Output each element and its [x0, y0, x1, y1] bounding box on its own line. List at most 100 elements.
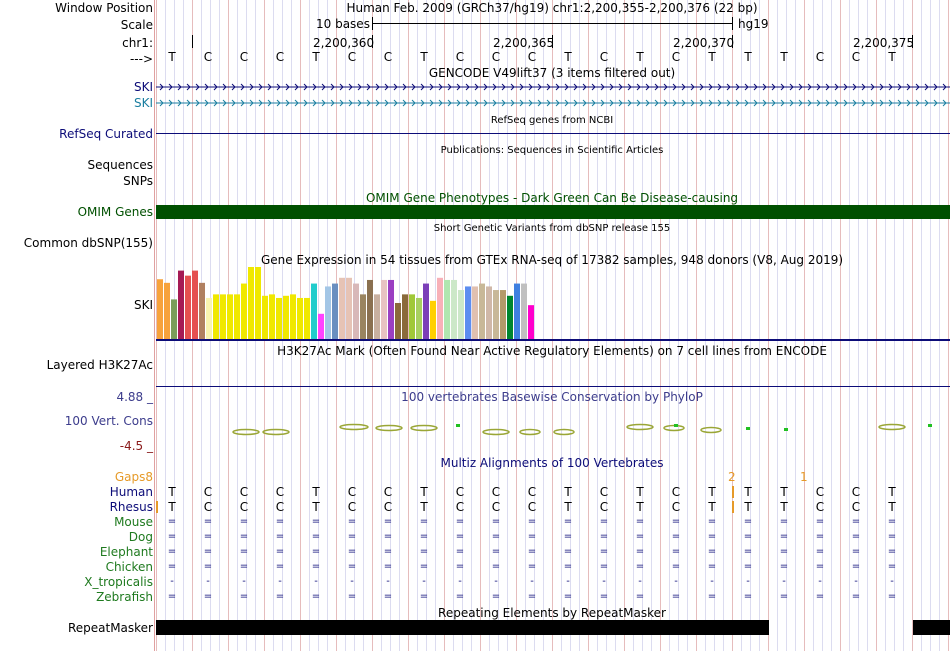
multiz-base: = — [239, 561, 249, 572]
multiz-gaps-label[interactable]: Gaps8 — [114, 470, 153, 484]
multiz-base: - — [674, 576, 678, 587]
gtex-tissue-bar[interactable] — [164, 282, 170, 339]
gtex-track-label[interactable]: SKI — [133, 298, 153, 312]
omim-track-label[interactable]: OMIM Genes — [77, 205, 153, 219]
multiz-base: - — [638, 576, 642, 587]
gtex-tissue-bar[interactable] — [171, 299, 177, 339]
repeat-element-1[interactable] — [156, 620, 769, 635]
gtex-tissue-bar[interactable] — [353, 283, 359, 339]
multiz-species-label[interactable]: Mouse — [114, 515, 153, 529]
gtex-tissue-bar[interactable] — [444, 279, 450, 339]
gtex-tissue-bar[interactable] — [325, 286, 331, 339]
gtex-tissue-bar[interactable] — [430, 300, 436, 339]
omim-gene-bar[interactable] — [156, 205, 950, 219]
sequence-base: T — [420, 50, 428, 64]
gtex-tissue-bar[interactable] — [402, 294, 408, 339]
multiz-base: = — [815, 591, 825, 602]
gencode-track-label-1[interactable]: SKI — [133, 80, 153, 94]
gtex-tissue-bar[interactable] — [346, 277, 352, 339]
gtex-tissue-bar[interactable] — [395, 303, 401, 339]
gtex-tissue-bar[interactable] — [514, 283, 520, 339]
gtex-tissue-bar[interactable] — [178, 270, 184, 339]
gtex-tissue-bar[interactable] — [185, 275, 191, 339]
multiz-species-label[interactable]: Rhesus — [109, 500, 153, 514]
gtex-tissue-bar[interactable] — [248, 267, 254, 339]
gtex-tissue-bar[interactable] — [521, 283, 527, 339]
gtex-tissue-bar[interactable] — [409, 294, 415, 339]
gtex-tissue-bar[interactable] — [479, 283, 485, 339]
sequence-base: C — [383, 50, 393, 64]
multiz-base: = — [743, 531, 753, 542]
gtex-tissue-bar[interactable] — [367, 279, 373, 339]
conservation-mark — [700, 426, 722, 434]
gtex-tissue-bar[interactable] — [493, 290, 499, 339]
gtex-tissue-bar[interactable] — [374, 294, 380, 339]
gtex-tissue-bar[interactable] — [451, 279, 457, 339]
gtex-tissue-bar[interactable] — [234, 294, 240, 339]
multiz-species-label[interactable]: X_tropicalis — [84, 575, 153, 589]
multiz-species-label[interactable]: Dog — [128, 530, 153, 544]
gtex-tissue-bar[interactable] — [192, 270, 198, 339]
multiz-base: - — [710, 576, 714, 587]
conservation-mark — [410, 424, 438, 432]
gtex-tissue-bar[interactable] — [437, 277, 443, 339]
gtex-tissue-bar[interactable] — [269, 294, 275, 339]
conservation-wiggle[interactable] — [156, 416, 950, 446]
gtex-tissue-bar[interactable] — [297, 297, 303, 339]
multiz-species-label[interactable]: Chicken — [105, 560, 153, 574]
gtex-tissue-bar[interactable] — [241, 283, 247, 339]
gencode-transcript-1[interactable] — [156, 83, 950, 91]
gtex-tissue-bar[interactable] — [290, 294, 296, 339]
gtex-tissue-bar[interactable] — [360, 294, 366, 339]
h3k27ac-track-label[interactable]: Layered H3K27Ac — [46, 358, 153, 372]
multiz-base: = — [887, 516, 897, 527]
gtex-tissue-bar[interactable] — [423, 283, 429, 339]
multiz-base: = — [707, 591, 717, 602]
gtex-tissue-bar[interactable] — [465, 286, 471, 339]
publications-track-label[interactable]: Sequences — [87, 158, 153, 172]
refseq-gene-line[interactable] — [156, 133, 950, 134]
conservation-track-label[interactable]: 100 Vert. Cons — [64, 414, 153, 428]
gtex-tissue-bar[interactable] — [318, 313, 324, 339]
gencode-transcript-2[interactable] — [156, 99, 950, 107]
gtex-tissue-bar[interactable] — [199, 282, 205, 339]
multiz-species-label[interactable]: Elephant — [99, 545, 153, 559]
multiz-species-label[interactable]: Zebrafish — [96, 590, 153, 604]
gtex-tissue-bar[interactable] — [339, 277, 345, 339]
gtex-tissue-bar[interactable] — [304, 297, 310, 339]
gtex-expression-chart[interactable] — [156, 267, 536, 339]
gtex-tissue-bar[interactable] — [528, 305, 534, 339]
gencode-track-label-2[interactable]: SKI — [133, 96, 153, 110]
repeatmasker-track-label[interactable]: RepeatMasker — [67, 621, 153, 635]
gtex-tissue-bar[interactable] — [255, 267, 261, 339]
gtex-tissue-bar[interactable] — [276, 297, 282, 339]
gtex-tissue-bar[interactable] — [500, 290, 506, 339]
multiz-base: = — [527, 531, 537, 542]
multiz-base: = — [491, 561, 501, 572]
multiz-base: = — [167, 516, 177, 527]
gtex-tissue-bar[interactable] — [381, 279, 387, 339]
gtex-tissue-bar[interactable] — [416, 297, 422, 339]
gtex-tissue-bar[interactable] — [262, 295, 268, 339]
repeat-element-2[interactable] — [913, 620, 950, 635]
gtex-tissue-bar[interactable] — [458, 290, 464, 339]
refseq-track-label[interactable]: RefSeq Curated — [59, 127, 153, 141]
insertion-marker — [732, 486, 734, 498]
publications-track-label-2[interactable]: SNPs — [123, 174, 153, 188]
gtex-tissue-bar[interactable] — [220, 294, 226, 339]
gtex-tissue-bar[interactable] — [472, 286, 478, 339]
gtex-tissue-bar[interactable] — [311, 283, 317, 339]
gtex-tissue-bar[interactable] — [388, 279, 394, 339]
multiz-species-label[interactable]: Human — [109, 485, 153, 499]
gtex-tissue-bar[interactable] — [507, 295, 513, 339]
gtex-tissue-bar[interactable] — [206, 297, 212, 339]
gtex-tissue-bar[interactable] — [157, 279, 163, 339]
gtex-tissue-bar[interactable] — [332, 283, 338, 339]
gtex-tissue-bar[interactable] — [213, 294, 219, 339]
gtex-tissue-bar[interactable] — [227, 294, 233, 339]
gtex-tissue-bar[interactable] — [283, 295, 289, 339]
dbsnp-track-label[interactable]: Common dbSNP(155) — [23, 236, 153, 250]
multiz-base: C — [671, 500, 681, 514]
gtex-tissue-bar[interactable] — [486, 286, 492, 339]
